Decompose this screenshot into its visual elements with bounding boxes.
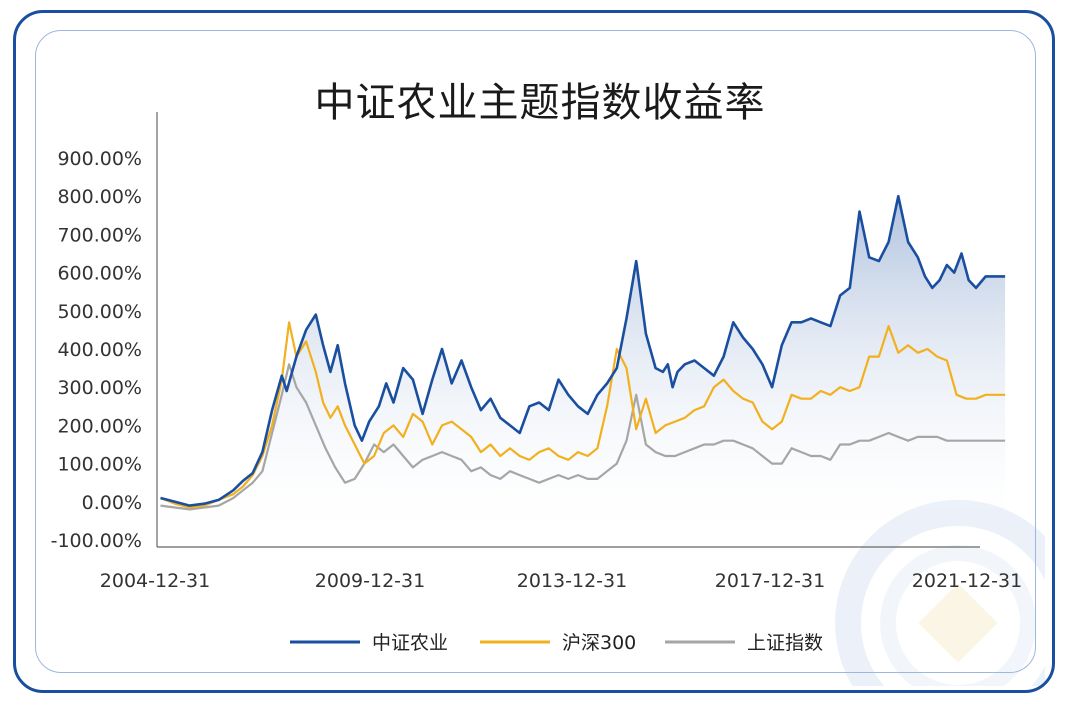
legend-label: 沪深300 — [562, 632, 636, 654]
legend-label: 上证指数 — [747, 632, 823, 654]
x-tick-label: 2013-12-31 — [517, 570, 627, 592]
y-tick-label: 400.00% — [57, 339, 142, 361]
series-line — [160, 363, 1006, 511]
y-axis-labels: 900.00% 800.00% 700.00% 600.00% 500.00% 400.0… — [51, 148, 142, 552]
y-tick-label: 700.00% — [57, 224, 142, 246]
y-tick-label: 600.00% — [57, 263, 142, 285]
chart-title: 中证农业主题指数收益率 — [314, 80, 766, 126]
x-tick-label: 2017-12-31 — [715, 570, 825, 592]
x-tick-label: 2021-12-31 — [912, 570, 1022, 592]
x-axis-labels: 2004-12-31 2009-12-31 2013-12-31 2017-12-31… — [100, 570, 1022, 592]
x-tick-label: 2009-12-31 — [315, 570, 425, 592]
legend: 中证农业 沪深300 上证指数 — [290, 632, 823, 654]
y-tick-label: 500.00% — [57, 301, 142, 323]
y-tick-label: 900.00% — [57, 148, 142, 170]
inner-frame — [35, 30, 1036, 673]
y-tick-label: 0.00% — [82, 492, 142, 514]
y-tick-label: 300.00% — [57, 377, 142, 399]
y-tick-label: 100.00% — [57, 454, 142, 476]
series-line — [160, 321, 1006, 509]
y-tick-label: -100.00% — [51, 530, 142, 552]
series-line — [160, 194, 1006, 507]
y-tick-label: 800.00% — [57, 186, 142, 208]
x-tick-label: 2004-12-31 — [100, 570, 210, 592]
y-tick-label: 200.00% — [57, 415, 142, 437]
legend-label: 中证农业 — [372, 632, 448, 654]
plot-area — [160, 194, 1006, 547]
